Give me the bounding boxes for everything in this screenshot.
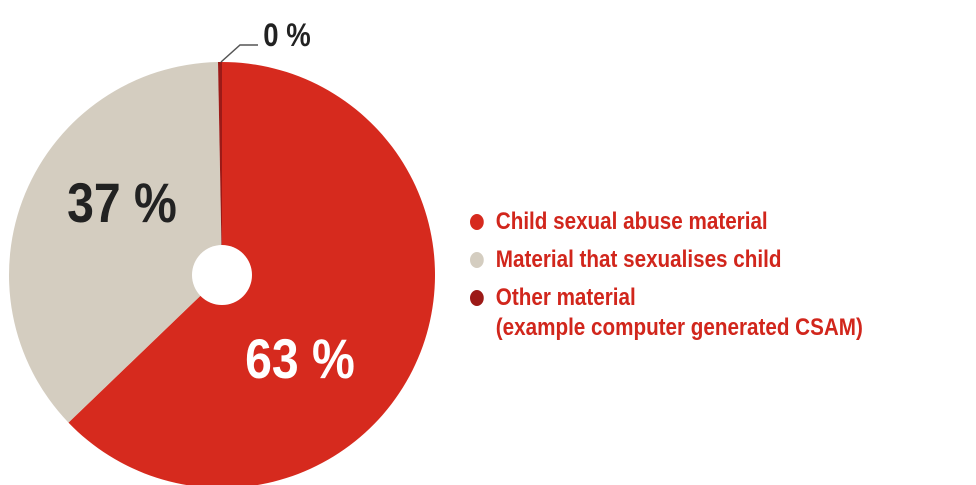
legend-swatch-csam [470,214,484,230]
slice-label-csam: 63 % [245,329,355,391]
slice-label-other: 0 % [263,18,310,53]
other-material-leader-line [220,44,258,63]
legend-item-sexualising: Material that sexualises child [470,245,863,275]
legend-swatch-sexualising [470,252,484,268]
slice-label-sexualising: 37 % [67,173,177,235]
legend-label-sexualising: Material that sexualises child [495,246,782,273]
legend-item-csam: Child sexual abuse material [470,207,863,237]
pie-slice-sexualising [9,62,223,423]
legend: Child sexual abuse material Material tha… [470,207,927,351]
legend-swatch-other [470,290,484,306]
legend-label-csam: Child sexual abuse material [495,208,768,235]
legend-item-other: Other material (example computer generat… [470,283,863,343]
pie-center-hole [192,245,252,305]
legend-sublabel-other: (example computer generated CSAM) [495,314,863,341]
pie-slice-other [218,62,222,275]
legend-label-other: Other material [495,284,636,311]
